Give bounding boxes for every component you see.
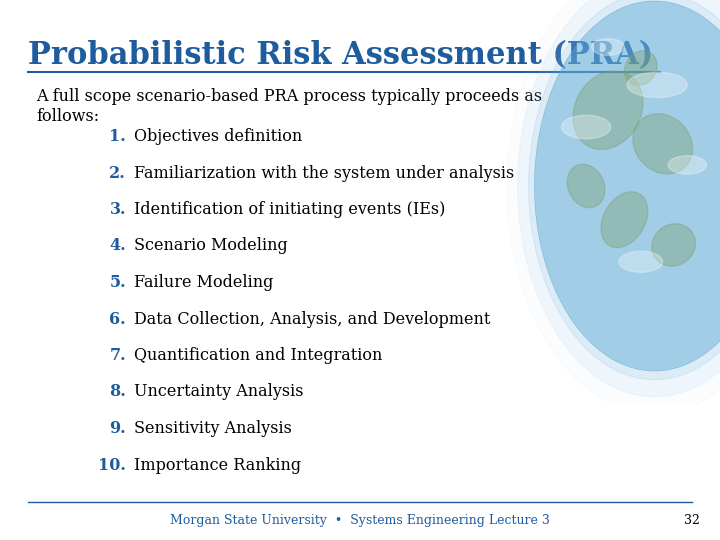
Ellipse shape <box>668 156 706 174</box>
Ellipse shape <box>601 192 648 248</box>
Text: 10.: 10. <box>98 456 126 474</box>
Text: Sensitivity Analysis: Sensitivity Analysis <box>134 420 292 437</box>
Text: 9.: 9. <box>109 420 126 437</box>
Text: Identification of initiating events (IEs): Identification of initiating events (IEs… <box>134 201 446 218</box>
Text: 7.: 7. <box>109 347 126 364</box>
Circle shape <box>518 0 720 396</box>
Ellipse shape <box>652 224 696 266</box>
Circle shape <box>534 1 720 372</box>
Text: Data Collection, Analysis, and Development: Data Collection, Analysis, and Developme… <box>134 310 490 327</box>
Circle shape <box>528 0 720 380</box>
Text: follows:: follows: <box>36 108 99 125</box>
Text: Familiarization with the system under analysis: Familiarization with the system under an… <box>134 165 514 181</box>
Ellipse shape <box>627 72 688 98</box>
Ellipse shape <box>567 164 605 208</box>
Text: Scenario Modeling: Scenario Modeling <box>134 238 288 254</box>
Text: 32: 32 <box>684 514 700 527</box>
Text: 1.: 1. <box>109 128 126 145</box>
Text: 3.: 3. <box>109 201 126 218</box>
Text: Quantification and Integration: Quantification and Integration <box>134 347 382 364</box>
Text: Importance Ranking: Importance Ranking <box>134 456 301 474</box>
Text: A full scope scenario-based PRA process typically proceeds as: A full scope scenario-based PRA process … <box>36 88 542 105</box>
Text: 6.: 6. <box>109 310 126 327</box>
Ellipse shape <box>619 251 662 272</box>
Text: Probabilistic Risk Assessment (PRA): Probabilistic Risk Assessment (PRA) <box>28 40 653 71</box>
Text: 2.: 2. <box>109 165 126 181</box>
Text: 5.: 5. <box>109 274 126 291</box>
Ellipse shape <box>624 51 657 85</box>
Ellipse shape <box>573 71 643 150</box>
Text: Morgan State University  •  Systems Engineering Lecture 3: Morgan State University • Systems Engine… <box>170 514 550 527</box>
Text: Objectives definition: Objectives definition <box>134 128 302 145</box>
Text: 8.: 8. <box>109 383 126 401</box>
Ellipse shape <box>592 38 624 56</box>
Text: Failure Modeling: Failure Modeling <box>134 274 274 291</box>
Ellipse shape <box>633 114 693 174</box>
Ellipse shape <box>562 115 611 139</box>
Text: Uncertainty Analysis: Uncertainty Analysis <box>134 383 304 401</box>
Circle shape <box>507 0 720 414</box>
Text: 4.: 4. <box>109 238 126 254</box>
